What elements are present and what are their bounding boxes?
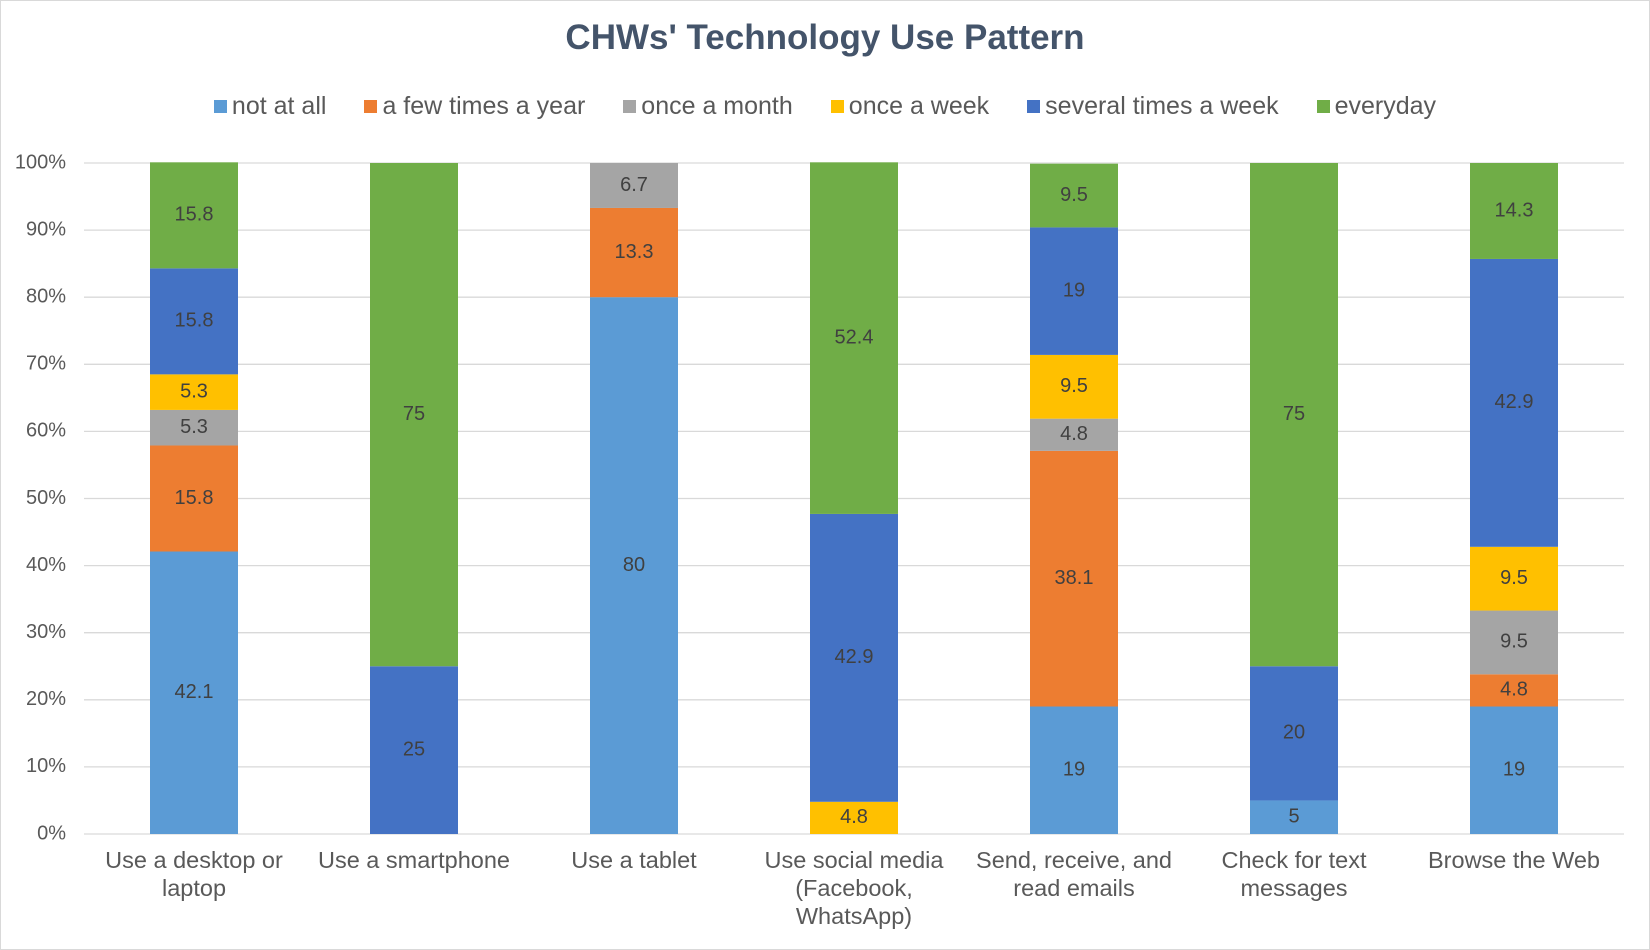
data-label: 19 (1063, 759, 1085, 781)
legend: not at all a few times a year once a month… (0, 92, 1650, 121)
bar-segment (810, 801, 898, 834)
x-tick-label: Send, receive, and read emails (976, 847, 1172, 901)
bar-segment (590, 297, 678, 834)
data-label: 9.5 (1060, 184, 1088, 206)
y-tick-label: 0% (37, 822, 66, 844)
bar-segment (1470, 674, 1558, 707)
bar-segment (1470, 163, 1558, 259)
legend-swatch (623, 100, 637, 113)
y-tick-label: 50% (26, 487, 66, 509)
legend-item: not at all (213, 92, 327, 121)
data-label: 9.5 (1500, 567, 1528, 589)
bar-segment (150, 162, 238, 269)
legend-item: once a week (830, 92, 990, 121)
bar-segment (590, 207, 678, 298)
legend-item: a few times a year (364, 92, 585, 121)
legend-label: once a month (641, 92, 793, 120)
data-label: 15.8 (175, 204, 214, 226)
x-tick-label: Check for text messages (1221, 847, 1367, 901)
legend-label: not at all (231, 92, 327, 120)
data-label: 42.9 (835, 646, 874, 668)
bar-segment (150, 551, 238, 834)
y-tick-label: 40% (26, 554, 66, 576)
y-tick-label: 90% (26, 218, 66, 240)
x-tick-label: Use a desktop or laptop (105, 847, 283, 901)
legend-swatch (213, 100, 227, 113)
bar-segment (150, 268, 238, 375)
legend-label: once a week (848, 92, 990, 120)
legend-label: several times a week (1045, 92, 1279, 120)
bar-segment (1030, 706, 1118, 834)
data-label: 5.3 (180, 416, 208, 438)
y-tick-label: 10% (26, 755, 66, 777)
data-label: 52.4 (835, 326, 874, 348)
legend-swatch (830, 100, 844, 113)
bar-segment (1030, 354, 1118, 419)
data-label: 14.3 (1495, 199, 1534, 221)
bar-segment (1250, 163, 1338, 667)
bar-segment (810, 162, 898, 514)
data-label: 15.8 (175, 487, 214, 509)
data-label: 6.7 (620, 174, 648, 196)
legend-swatch (1027, 100, 1041, 113)
data-label: 42.9 (1495, 391, 1534, 413)
bar-segment (150, 374, 238, 410)
data-label: 25 (403, 738, 425, 760)
legend-label: everyday (1334, 92, 1437, 120)
data-label: 42.1 (175, 681, 214, 703)
y-tick-label: 100% (15, 151, 66, 173)
y-tick-label: 20% (26, 688, 66, 710)
legend-swatch (1316, 100, 1330, 113)
y-tick-label: 60% (26, 420, 66, 442)
x-tick-label: Browse the Web (1428, 847, 1600, 873)
bar-segment (150, 445, 238, 552)
data-label: 5.3 (180, 380, 208, 402)
data-label: 75 (403, 403, 425, 425)
bar-segment (1250, 666, 1338, 801)
x-tick-label: Use a smartphone (317, 847, 511, 873)
data-label: 15.8 (175, 310, 214, 332)
bar-segment (1470, 546, 1558, 611)
y-tick-label: 80% (26, 285, 66, 307)
bar-segment (1250, 800, 1338, 834)
bar-segment (590, 163, 678, 208)
data-label: 4.8 (840, 806, 868, 828)
bar-segment (1030, 450, 1118, 707)
y-tick-label: 70% (26, 353, 66, 375)
data-label: 80 (623, 554, 645, 576)
data-label: 9.5 (1060, 375, 1088, 397)
bar-segment (1470, 258, 1558, 547)
data-label: 19 (1063, 279, 1085, 301)
bar-segment (150, 409, 238, 446)
legend-item: several times a week (1027, 92, 1279, 121)
bar-segment (1030, 163, 1118, 228)
data-label: 20 (1283, 722, 1305, 744)
data-label: 4.8 (1500, 679, 1528, 701)
bar-segment (370, 163, 458, 667)
data-label: 75 (1283, 403, 1305, 425)
bar-segment (370, 666, 458, 834)
data-label: 4.8 (1060, 423, 1088, 445)
x-tick-label: Use a tablet (571, 847, 697, 873)
x-tick-label: Use social media (Facebook, WhatsApp) (764, 847, 944, 929)
data-label: 38.1 (1055, 567, 1094, 589)
data-label: 5 (1288, 806, 1299, 828)
data-label: 19 (1503, 759, 1525, 781)
data-label: 9.5 (1500, 631, 1528, 653)
legend-swatch (364, 100, 378, 113)
bar-segment (1030, 227, 1118, 355)
y-tick-label: 30% (26, 621, 66, 643)
bar-segment (1470, 706, 1558, 834)
bar-segment (810, 513, 898, 802)
legend-label: a few times a year (382, 92, 586, 120)
legend-item: once a month (623, 92, 793, 121)
bar-segment (1470, 610, 1558, 675)
data-label: 13.3 (615, 241, 654, 263)
chart-title: CHWs' Technology Use Pattern (565, 18, 1085, 57)
bar-segment (1030, 418, 1118, 451)
legend-item: everyday (1316, 92, 1437, 121)
